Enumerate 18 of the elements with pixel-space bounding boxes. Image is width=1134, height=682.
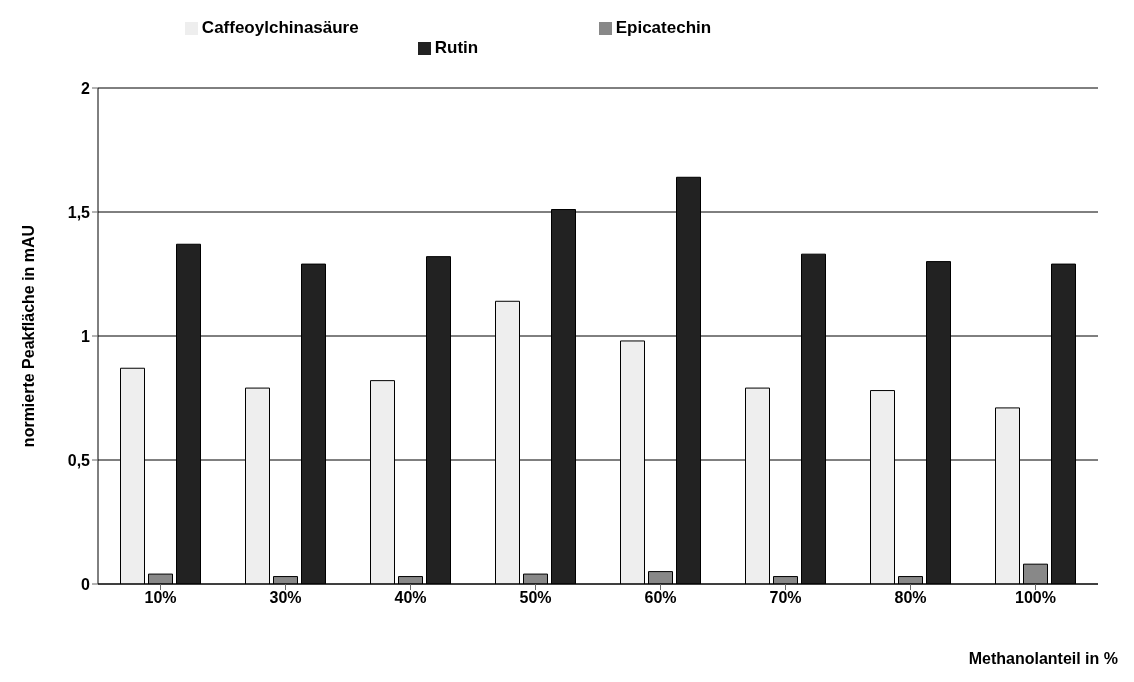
legend-label: Caffeoylchinasäure (201, 18, 359, 37)
x-tick-label: 80% (894, 589, 927, 607)
x-axis-title: Methanolanteil in % (968, 650, 1118, 667)
y-tick-label: 0 (81, 575, 91, 593)
y-tick-label: 0,5 (67, 451, 91, 469)
x-tick-label: 60% (644, 589, 677, 607)
x-tick-label: 50% (519, 589, 552, 607)
legend-label: Epicatechin (615, 18, 712, 37)
y-tick-label: 1 (81, 327, 91, 345)
x-tick-label: 70% (769, 589, 802, 607)
y-tick-label: 1,5 (67, 203, 91, 221)
x-tick-label: 10% (144, 589, 177, 607)
y-axis-title: normierte Peakfläche in mAU (19, 224, 37, 448)
x-tick-label: 30% (269, 589, 302, 607)
x-tick-label: 40% (394, 589, 427, 607)
legend-label: Rutin (434, 38, 479, 57)
x-tick-label: 100% (1015, 589, 1056, 607)
y-tick-label: 2 (81, 79, 91, 97)
